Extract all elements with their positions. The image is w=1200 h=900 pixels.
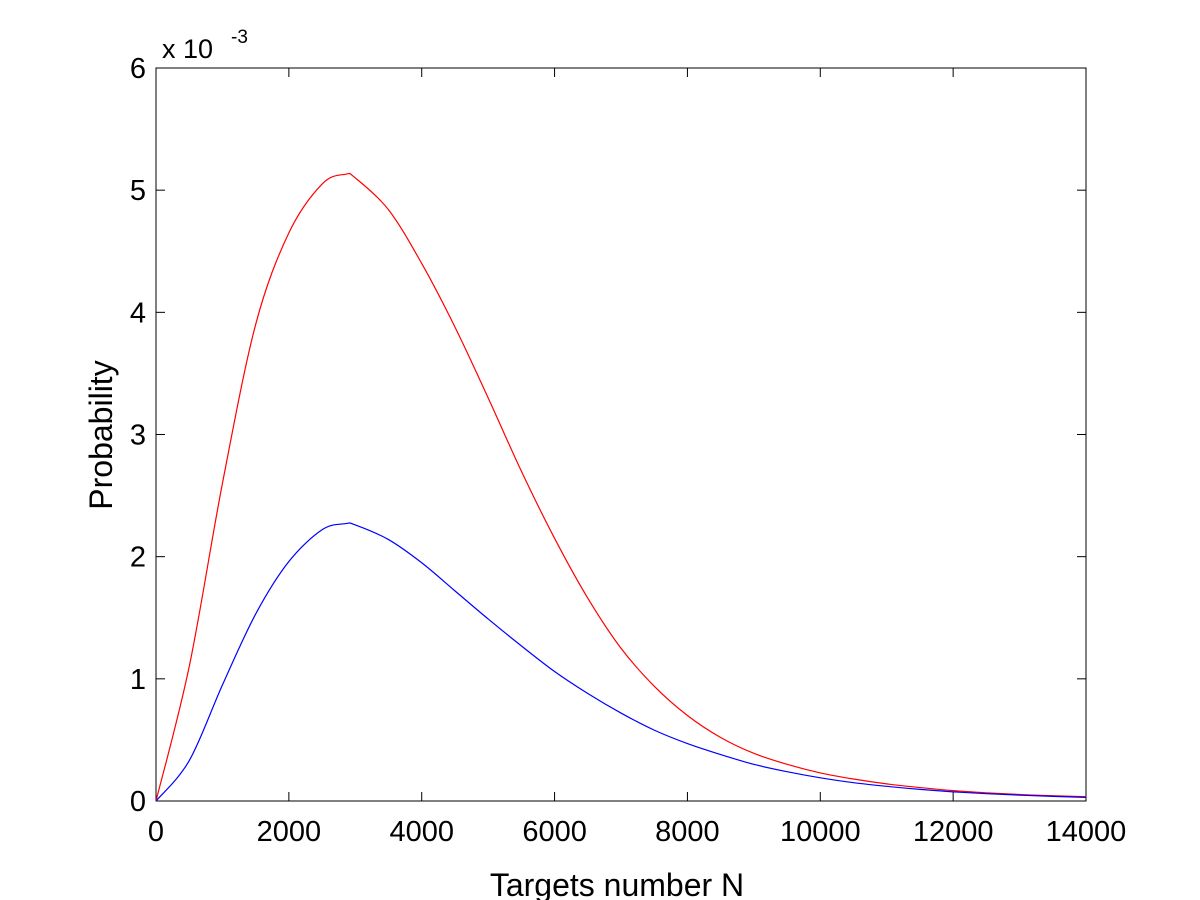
x-tick-label: 10000 bbox=[780, 816, 861, 848]
x-tick-label: 4000 bbox=[389, 816, 454, 848]
y-tick-labels: 0 1 2 3 4 5 6 bbox=[130, 53, 146, 818]
x-tick-label: 2000 bbox=[257, 816, 322, 848]
y-tick-label: 0 bbox=[130, 786, 146, 818]
y-exponent-base: x 10 bbox=[162, 34, 213, 64]
y-tick-label: 5 bbox=[130, 175, 146, 207]
series-line-blue bbox=[155, 522, 1087, 802]
y-tick-label: 1 bbox=[130, 664, 146, 696]
y-tick-label: 6 bbox=[130, 53, 146, 85]
x-tick-labels: 0 2000 4000 6000 8000 10000 12000 14000 bbox=[148, 816, 1126, 848]
series-line-red bbox=[155, 172, 1087, 802]
plot-area bbox=[155, 67, 1087, 802]
x-tick-label: 12000 bbox=[913, 816, 994, 848]
y-axis-label: Probability bbox=[83, 360, 119, 509]
y-tick-label: 2 bbox=[130, 542, 146, 574]
y-tick-label: 4 bbox=[130, 297, 146, 329]
x-axis-label: Targets number N bbox=[490, 867, 744, 900]
y-exponent-power: -3 bbox=[231, 27, 248, 48]
x-tick-label: 6000 bbox=[522, 816, 587, 848]
series-lines bbox=[155, 172, 1087, 802]
x-tick-label: 14000 bbox=[1046, 816, 1127, 848]
axis-ticks bbox=[155, 67, 1087, 802]
x-tick-label: 0 bbox=[148, 816, 164, 848]
y-tick-label: 3 bbox=[130, 420, 146, 452]
x-tick-label: 8000 bbox=[655, 816, 720, 848]
